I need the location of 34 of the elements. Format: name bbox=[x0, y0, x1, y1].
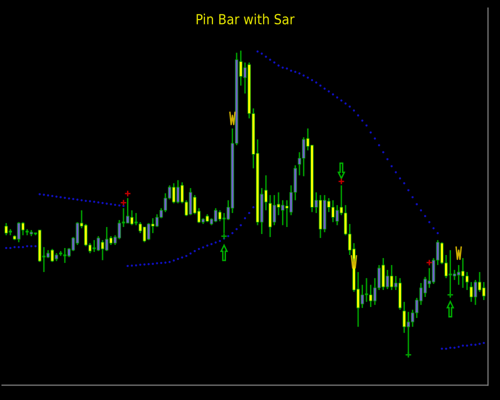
candlestick bbox=[96, 235, 100, 252]
candlestick bbox=[4, 222, 8, 236]
candlestick bbox=[100, 239, 104, 261]
candlestick bbox=[272, 194, 276, 226]
candlestick bbox=[21, 221, 25, 236]
candlestick bbox=[218, 210, 222, 222]
candlestick bbox=[331, 200, 335, 223]
candlestick bbox=[126, 197, 130, 224]
candlestick bbox=[470, 281, 473, 303]
candlestick bbox=[390, 264, 394, 291]
candlestick bbox=[147, 222, 150, 241]
candlestick bbox=[382, 257, 385, 291]
chart-title: Pin Bar with Sar bbox=[196, 14, 295, 24]
candlestick bbox=[172, 182, 176, 204]
candlestick bbox=[369, 284, 372, 308]
candlestick bbox=[155, 214, 159, 228]
candlestick bbox=[17, 221, 20, 243]
candlestick bbox=[281, 200, 284, 226]
candlestick bbox=[214, 207, 218, 223]
candlestick bbox=[130, 210, 134, 226]
candlestick bbox=[360, 284, 364, 309]
candlestick bbox=[142, 226, 146, 243]
candlestick bbox=[63, 247, 66, 264]
candlestick bbox=[92, 239, 96, 253]
candlestick bbox=[268, 194, 272, 238]
candlestick bbox=[176, 179, 180, 204]
candlestick bbox=[452, 269, 456, 281]
candlestick bbox=[461, 257, 464, 289]
candlestick bbox=[50, 248, 54, 263]
candlestick bbox=[105, 226, 108, 252]
candlestick bbox=[474, 279, 478, 306]
candlestick bbox=[188, 187, 192, 216]
candlestick bbox=[465, 271, 469, 291]
candlestick bbox=[457, 264, 460, 286]
